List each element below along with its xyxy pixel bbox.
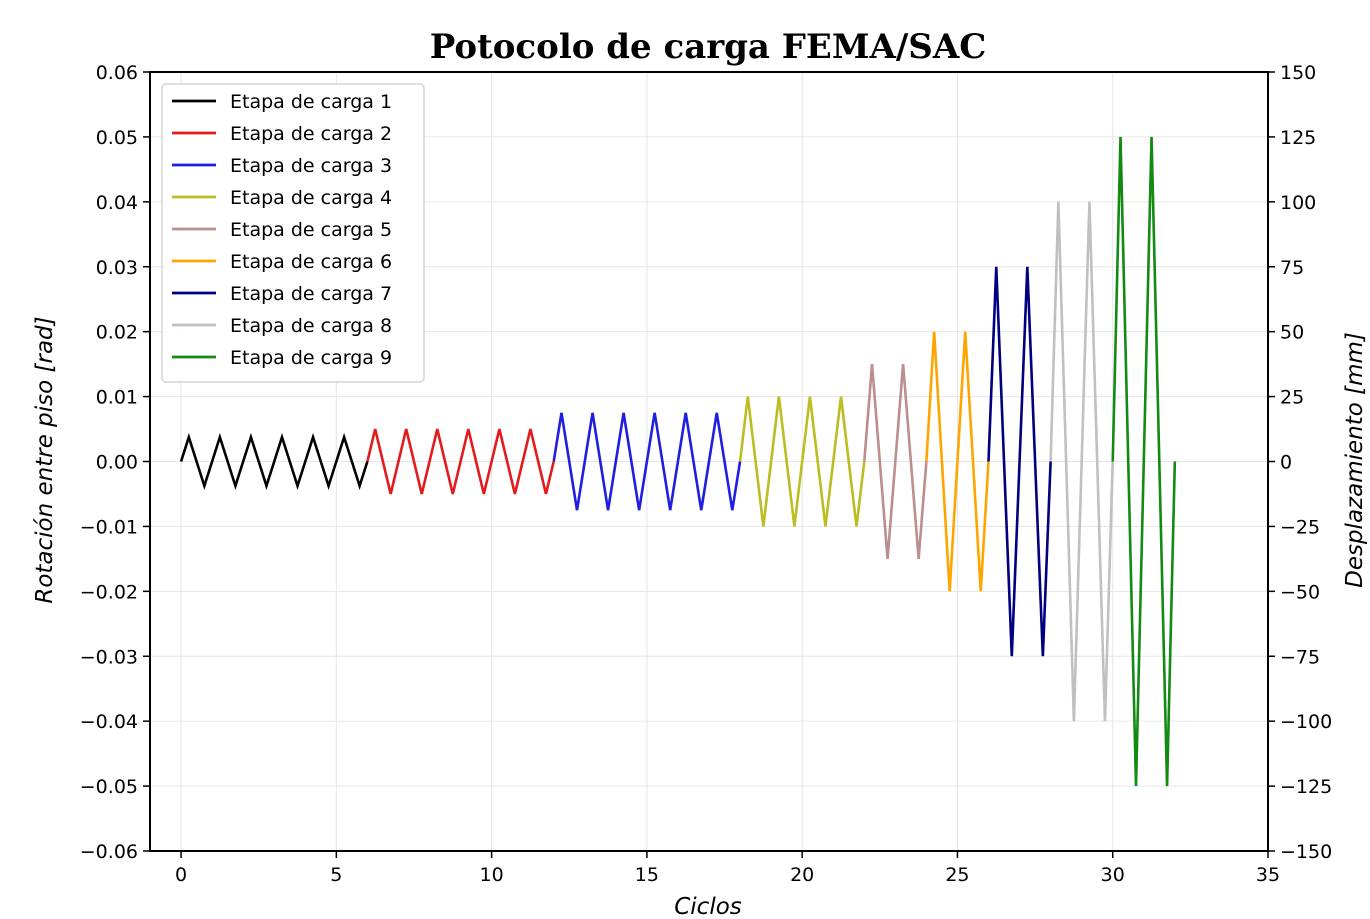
series-line-8 — [1049, 201, 1115, 722]
legend-label: Etapa de carga 6 — [230, 251, 392, 273]
y2-tick-label: −75 — [1280, 646, 1320, 668]
y2-tick-label: 150 — [1280, 62, 1316, 84]
legend-label: Etapa de carga 4 — [230, 187, 392, 209]
y2-tick-label: −100 — [1280, 711, 1332, 733]
legend-label: Etapa de carga 7 — [230, 283, 392, 305]
series-line-3 — [552, 412, 742, 511]
x-tick-label: 20 — [790, 864, 814, 886]
x-tick-label: 10 — [480, 864, 504, 886]
y-tick-label: −0.06 — [80, 841, 138, 863]
y-tick-label: −0.02 — [80, 581, 138, 603]
series-line-2 — [366, 428, 555, 495]
y-tick-label: 0.01 — [96, 387, 138, 409]
plot-series — [179, 136, 1177, 787]
legend-label: Etapa de carga 5 — [230, 219, 392, 241]
series-line-4 — [738, 396, 866, 527]
y-tick-label: 0.00 — [96, 452, 138, 474]
y2-tick-label: 50 — [1280, 322, 1304, 344]
y-tick-label: −0.01 — [80, 516, 138, 538]
x-tick-label: 30 — [1101, 864, 1125, 886]
y-tick-label: −0.05 — [80, 776, 138, 798]
legend: Etapa de carga 1 Etapa de carga 2 Etapa de… — [161, 83, 425, 383]
y2-tick-label: −150 — [1280, 841, 1332, 863]
legend-box — [161, 83, 425, 383]
y2-tick-label: 125 — [1280, 127, 1316, 149]
y-axis-left: −0.06 −0.05 −0.04 −0.03 −0.02 −0.01 0.00 0.01 0.… — [80, 62, 150, 863]
y-tick-label: 0.03 — [96, 257, 138, 279]
y-axis-label: Rotación entre piso [rad] — [32, 316, 58, 603]
legend-label: Etapa de carga 1 — [230, 91, 392, 113]
y-tick-label: 0.06 — [96, 62, 138, 84]
series-line-9 — [1111, 136, 1177, 787]
series-line-1 — [179, 432, 369, 491]
y2-tick-label: −25 — [1280, 516, 1320, 538]
y2-tick-label: 75 — [1280, 257, 1304, 279]
legend-label: Etapa de carga 3 — [230, 155, 392, 177]
legend-label: Etapa de carga 9 — [230, 347, 392, 369]
legend-label: Etapa de carga 8 — [230, 315, 392, 337]
x-tick-label: 15 — [635, 864, 659, 886]
y2-tick-label: −125 — [1280, 776, 1332, 798]
y2-tick-label: −50 — [1280, 581, 1320, 603]
y-axis-right: −150 −125 −100 −75 −50 −25 0 25 50 75 100 125 150 — [1268, 62, 1332, 863]
series-line-6 — [925, 331, 990, 592]
y2-axis-label: Desplazamiento [mm] — [1342, 332, 1368, 588]
series-line-5 — [862, 364, 928, 559]
y-tick-label: 0.02 — [96, 322, 138, 344]
y-tick-label: 0.05 — [96, 127, 138, 149]
y-tick-label: −0.04 — [80, 711, 138, 733]
grid — [150, 71, 1269, 852]
series-line-7 — [987, 266, 1052, 657]
y2-tick-label: 25 — [1280, 387, 1304, 409]
x-tick-label: 35 — [1256, 864, 1280, 886]
x-tick-label: 0 — [175, 864, 187, 886]
y-tick-label: 0.04 — [96, 192, 138, 214]
x-tick-label: 25 — [945, 864, 969, 886]
x-axis: 0 5 10 15 20 25 30 35 — [175, 851, 1280, 886]
x-axis-label: Ciclos — [674, 894, 742, 919]
x-tick-label: 5 — [330, 864, 342, 886]
y2-tick-label: 0 — [1280, 452, 1292, 474]
chart-title: Potocolo de carga FEMA/SAC — [430, 27, 987, 67]
y2-tick-label: 100 — [1280, 192, 1316, 214]
legend-label: Etapa de carga 2 — [230, 123, 392, 145]
y-tick-label: −0.03 — [80, 646, 138, 668]
